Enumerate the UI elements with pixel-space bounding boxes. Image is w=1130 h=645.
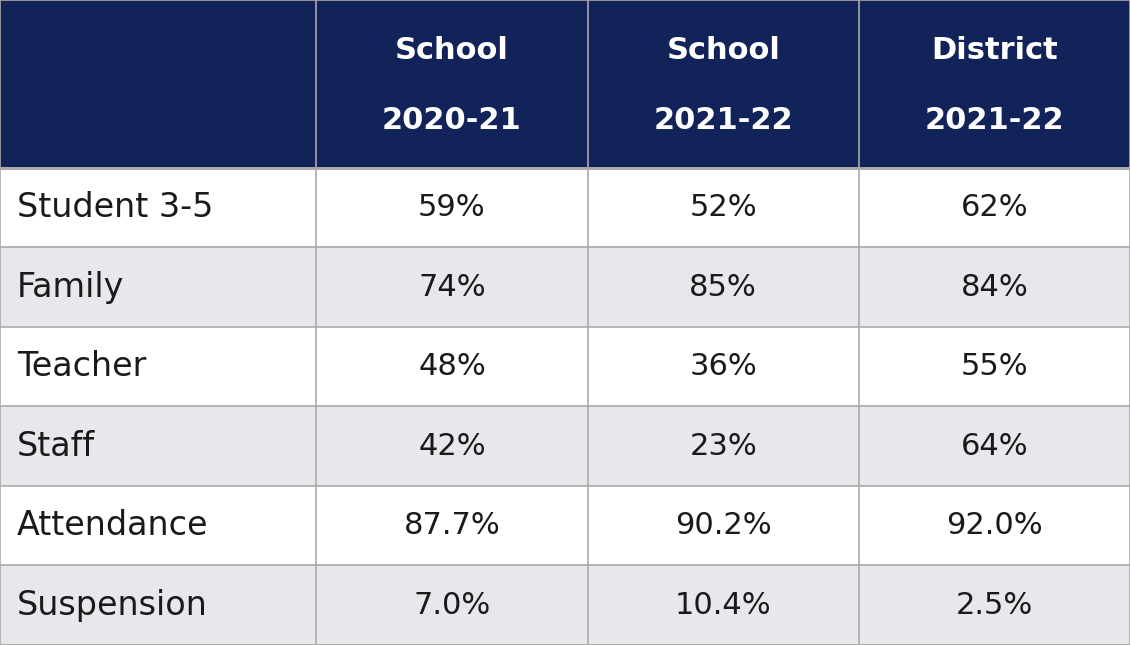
Text: 36%: 36% <box>689 352 757 381</box>
Bar <box>588 0 859 168</box>
Text: Attendance: Attendance <box>17 509 208 542</box>
Text: Student 3-5: Student 3-5 <box>17 191 214 224</box>
Text: Teacher: Teacher <box>17 350 146 383</box>
Text: 2020-21: 2020-21 <box>382 106 522 135</box>
Bar <box>588 566 859 645</box>
Bar <box>316 247 588 327</box>
Bar <box>0 0 316 168</box>
Text: 85%: 85% <box>689 273 757 301</box>
Text: 7.0%: 7.0% <box>414 591 490 620</box>
Bar <box>588 327 859 406</box>
Bar <box>588 486 859 566</box>
Text: 23%: 23% <box>689 432 757 461</box>
Bar <box>0 406 316 486</box>
Bar <box>0 327 316 406</box>
Text: 55%: 55% <box>960 352 1028 381</box>
Text: 92.0%: 92.0% <box>946 511 1043 540</box>
Bar <box>859 0 1130 168</box>
Bar <box>588 168 859 247</box>
Bar <box>588 406 859 486</box>
Text: 2021-22: 2021-22 <box>924 106 1064 135</box>
Text: 52%: 52% <box>689 193 757 222</box>
Bar <box>859 566 1130 645</box>
Text: 62%: 62% <box>960 193 1028 222</box>
Text: Suspension: Suspension <box>17 589 208 622</box>
Text: School: School <box>396 36 509 64</box>
Text: 59%: 59% <box>418 193 486 222</box>
Text: 42%: 42% <box>418 432 486 461</box>
Text: District: District <box>931 36 1058 64</box>
Bar <box>316 327 588 406</box>
Bar <box>316 406 588 486</box>
Bar <box>316 168 588 247</box>
Bar <box>859 168 1130 247</box>
Bar <box>316 0 588 168</box>
Text: 87.7%: 87.7% <box>403 511 501 540</box>
Bar <box>316 566 588 645</box>
Bar <box>859 327 1130 406</box>
Text: 90.2%: 90.2% <box>675 511 772 540</box>
Bar <box>859 406 1130 486</box>
Text: 10.4%: 10.4% <box>675 591 772 620</box>
Bar <box>316 486 588 566</box>
Text: 74%: 74% <box>418 273 486 301</box>
Bar <box>0 566 316 645</box>
Bar <box>0 486 316 566</box>
Bar <box>0 168 316 247</box>
Bar <box>859 486 1130 566</box>
Text: 2021-22: 2021-22 <box>653 106 793 135</box>
Text: School: School <box>667 36 780 64</box>
Text: Staff: Staff <box>17 430 95 462</box>
Text: 64%: 64% <box>960 432 1028 461</box>
Bar <box>859 247 1130 327</box>
Bar <box>588 247 859 327</box>
Text: Family: Family <box>17 270 124 304</box>
Bar <box>0 247 316 327</box>
Text: 2.5%: 2.5% <box>956 591 1033 620</box>
Text: 84%: 84% <box>960 273 1028 301</box>
Text: 48%: 48% <box>418 352 486 381</box>
